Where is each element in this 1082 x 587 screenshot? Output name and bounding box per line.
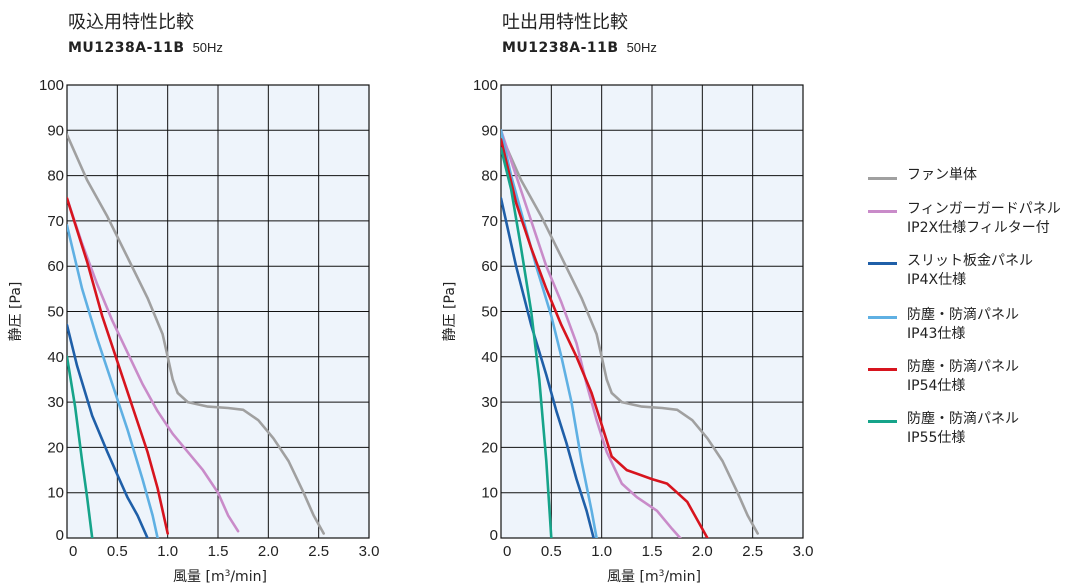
legend-label: 防塵・防滴パネル IP43仕様 <box>907 307 1019 342</box>
frequency-label: 50Hz <box>626 40 657 55</box>
x-tick-label: 1.0 <box>591 543 612 560</box>
y-tick-label: 40 <box>481 349 498 366</box>
y-tick-label: 80 <box>481 168 498 185</box>
y-axis-label: 静圧 [Pa] <box>8 282 24 342</box>
y-tick-label: 0 <box>490 527 498 544</box>
y-tick-label: 10 <box>481 485 498 502</box>
legend-label: ファン単体 <box>907 167 977 183</box>
x-tick-label: 2.5 <box>308 543 329 560</box>
y-tick-label: 60 <box>481 258 498 275</box>
series-line-slit-panel <box>501 197 595 538</box>
legend-label: スリット板金パネル IP4X仕様 <box>907 253 1033 288</box>
y-tick-label: 60 <box>47 258 64 275</box>
x-tick-label: 0.5 <box>541 543 562 560</box>
y-axis-label: 静圧 [Pa] <box>442 282 458 342</box>
y-tick-label: 50 <box>47 304 64 321</box>
discharge-chart: 吐出用特性比較 MU1238A-11B 50Hz 0 0.5 1.0 1.5 2.0 2.5… <box>434 0 834 587</box>
series-line-ip54 <box>67 197 169 535</box>
x-axis-label: 風量 [m3/min] <box>607 569 701 585</box>
frequency-label: 50Hz <box>192 40 223 55</box>
y-tick-label: 80 <box>47 168 64 185</box>
legend-swatch <box>868 210 897 213</box>
x-tick-label: 2.5 <box>742 543 763 560</box>
y-tick-label: 30 <box>47 394 64 411</box>
chart-subtitle: MU1238A-11B 50Hz <box>502 37 657 56</box>
discharge-plot: 0 0.5 1.0 1.5 2.0 2.5 3.0 0 10 20 30 40 50 60 70 80 90 10… <box>442 77 814 585</box>
y-tick-label: 0 <box>56 527 64 544</box>
x-axis-label: 風量 [m3/min] <box>173 569 267 585</box>
plot-frame <box>500 84 804 539</box>
y-tick-label: 100 <box>473 77 498 94</box>
y-tick-label: 50 <box>481 304 498 321</box>
legend-swatch <box>868 177 897 180</box>
y-tick-label: 70 <box>481 213 498 230</box>
series-line-ip43 <box>67 224 159 538</box>
legend-label: 防塵・防滴パネル IP55仕様 <box>907 411 1019 446</box>
series-line-finger-guard <box>501 129 682 538</box>
y-tick-label: 70 <box>47 213 64 230</box>
y-tick-label: 40 <box>47 349 64 366</box>
x-tick-label: 2.0 <box>692 543 713 560</box>
series-line-ip55 <box>67 355 94 538</box>
y-tick-label: 10 <box>47 485 64 502</box>
suction-plot: 0 0.5 1.0 1.5 2.0 2.5 3.0 0 10 20 30 40 50 60 70 80 90 10… <box>8 77 380 585</box>
y-tick-label: 100 <box>39 77 64 94</box>
y-tick-label: 30 <box>481 394 498 411</box>
y-tick-label: 20 <box>481 439 498 456</box>
x-tick-label: 1.0 <box>157 543 178 560</box>
series-line-ip55 <box>501 147 553 538</box>
series-line-fan-only <box>501 133 759 535</box>
legend-label: フィンガーガードパネル IP2X仕様フィルター付 <box>907 201 1061 236</box>
series-line-ip43 <box>501 129 598 538</box>
legend-swatch <box>868 262 897 265</box>
legend-swatch <box>868 420 897 423</box>
model-name: MU1238A-11B <box>502 40 619 56</box>
plot-frame <box>66 84 370 539</box>
x-tick-label: 3.0 <box>793 543 814 560</box>
x-tick-label: 0 <box>69 543 77 560</box>
x-tick-label: 1.5 <box>642 543 663 560</box>
series-line-ip54 <box>501 138 709 538</box>
grid <box>66 84 370 539</box>
legend-swatch <box>868 316 897 319</box>
model-name: MU1238A-11B <box>68 40 185 56</box>
series-line-fan-only <box>67 133 325 535</box>
y-tick-label: 20 <box>47 439 64 456</box>
legend-swatch <box>868 368 897 371</box>
legend-label: 防塵・防滴パネル IP54仕様 <box>907 359 1019 394</box>
x-tick-label: 2.0 <box>258 543 279 560</box>
chart-title: 吐出用特性比較 <box>502 12 628 33</box>
y-tick-label: 90 <box>481 122 498 139</box>
x-tick-label: 3.0 <box>359 543 380 560</box>
chart-subtitle: MU1238A-11B 50Hz <box>68 37 223 56</box>
x-tick-label: 1.5 <box>208 543 229 560</box>
series-line-slit-panel <box>67 323 149 538</box>
series-line-finger-guard <box>67 197 240 533</box>
x-tick-label: 0.5 <box>107 543 128 560</box>
y-tick-label: 90 <box>47 122 64 139</box>
chart-title: 吸込用特性比較 <box>68 12 194 33</box>
suction-chart: 吸込用特性比較 MU1238A-11B 50Hz 0 0.5 1.0 1.5 2.0 2.5… <box>0 0 400 587</box>
x-tick-label: 0 <box>503 543 511 560</box>
